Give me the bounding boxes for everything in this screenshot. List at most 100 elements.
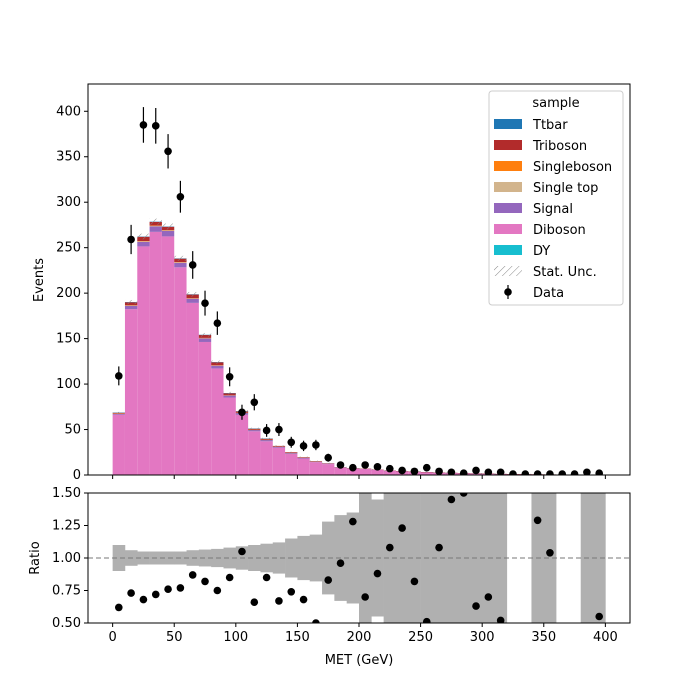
- legend-entries: Ttbar Triboson Singleboson Single top Signal…: [494, 118, 612, 301]
- data-points: [114, 107, 604, 475]
- y-tick-label: 250: [56, 241, 81, 256]
- legend-label-signal: Signal: [533, 202, 573, 217]
- y-tick-label: 50: [64, 423, 81, 438]
- data-point: [127, 235, 135, 244]
- stat-unc-hatch: [223, 391, 236, 395]
- data-point: [238, 408, 246, 417]
- x-tick-label: 400: [593, 630, 618, 645]
- ratio-point: [435, 543, 443, 552]
- legend: sample Ttbar Triboson Singleboson Single to…: [488, 90, 624, 306]
- ratio-point: [213, 586, 222, 595]
- data-point: [373, 463, 382, 471]
- bar-signal: [211, 365, 224, 369]
- data-point: [324, 453, 333, 462]
- x-tick-label: 300: [470, 630, 495, 645]
- data-point: [459, 469, 468, 475]
- y-tick-label: 350: [56, 150, 81, 165]
- ratio-x-ticks: 0 50 100 150 200 250 300 350 400: [108, 623, 618, 645]
- bar-diboson: [420, 472, 433, 475]
- ratio-band-bin: [543, 493, 557, 623]
- data-point: [435, 467, 443, 475]
- ratio-point: [312, 619, 320, 623]
- bar-signal: [149, 226, 162, 232]
- y-tick-label: 200: [56, 286, 81, 301]
- stat-unc-hatch: [260, 437, 273, 440]
- legend-label-triboson: Triboson: [532, 139, 587, 154]
- ratio-points: [114, 493, 604, 623]
- ratio-point: [472, 602, 480, 610]
- ratio-point: [496, 616, 505, 623]
- stat-unc-hatch: [297, 456, 310, 458]
- x-axis-label: MET (GeV): [325, 653, 394, 668]
- ratio-y-tick-label: 1.50: [52, 486, 81, 501]
- ratio-point: [546, 549, 554, 557]
- ratio-point: [447, 495, 456, 504]
- bar-diboson: [297, 458, 310, 475]
- bar-diboson: [174, 267, 187, 475]
- stat-unc-hatch: [112, 411, 125, 414]
- data-point: [361, 461, 369, 469]
- data-point: [176, 192, 185, 201]
- bar-diboson: [198, 341, 212, 475]
- data-point: [114, 372, 123, 380]
- ratio-band-bin: [408, 493, 421, 623]
- data-point: [188, 261, 197, 269]
- x-tick-label: 0: [108, 630, 116, 645]
- stat-unc-hatch: [137, 233, 150, 240]
- ratio-point: [349, 517, 357, 526]
- data-point: [447, 468, 456, 475]
- ratio-y-tick-label: 0.75: [52, 584, 81, 599]
- x-tick-label: 250: [408, 630, 433, 645]
- data-point: [139, 121, 148, 129]
- data-point: [546, 470, 554, 475]
- data-point: [250, 398, 259, 407]
- ratio-y-ticks: 0.50 0.75 1.00 1.25 1.50: [52, 486, 88, 631]
- ratio-point: [201, 577, 209, 586]
- bar-diboson: [469, 473, 483, 475]
- legend-title: sample: [532, 96, 579, 111]
- ratio-point: [250, 598, 259, 606]
- ratio-point: [373, 569, 382, 578]
- bar-single-top: [149, 225, 162, 227]
- ratio-band-bin: [297, 535, 311, 581]
- stat-unc-hatch: [248, 427, 261, 430]
- legend-swatch-single-top: [494, 182, 522, 192]
- data-point: [201, 299, 209, 307]
- legend-label-diboson: Diboson: [533, 223, 586, 238]
- stat-unc-hatch: [124, 299, 138, 305]
- bar-signal: [124, 305, 138, 310]
- bar-signal: [223, 395, 236, 398]
- ratio-point: [336, 559, 345, 567]
- y-tick-label: 100: [56, 377, 81, 392]
- bar-single-top: [137, 241, 150, 242]
- data-point: [570, 470, 579, 475]
- bar-diboson: [223, 397, 236, 475]
- x-tick-label: 200: [347, 630, 372, 645]
- bar-signal: [198, 338, 212, 342]
- legend-swatch-diboson: [494, 224, 522, 234]
- ratio-point: [151, 590, 160, 599]
- ratio-point: [188, 571, 197, 579]
- ratio-point: [595, 612, 604, 621]
- ratio-point: [459, 493, 468, 497]
- stat-unc-hatch: [186, 291, 199, 297]
- bar-signal: [174, 262, 187, 268]
- bar-diboson: [346, 468, 359, 475]
- bar-diboson: [112, 414, 125, 475]
- bar-diboson: [334, 467, 347, 475]
- ratio-point: [533, 516, 542, 525]
- legend-swatch-stat-unc: [494, 266, 522, 276]
- data-point: [151, 122, 160, 130]
- legend-frame: [488, 90, 624, 306]
- ratio-y-tick-label: 0.50: [52, 616, 81, 631]
- bar-signal: [248, 429, 261, 432]
- legend-label-singleboson: Singleboson: [533, 160, 612, 175]
- data-point: [336, 461, 345, 469]
- bar-diboson: [235, 414, 249, 475]
- x-tick-label: 350: [531, 630, 556, 645]
- bar-signal: [285, 453, 298, 454]
- bar-signal: [272, 446, 286, 448]
- bar-signal: [112, 413, 125, 415]
- ratio-band-bin: [223, 547, 237, 569]
- bar-diboson: [186, 302, 199, 475]
